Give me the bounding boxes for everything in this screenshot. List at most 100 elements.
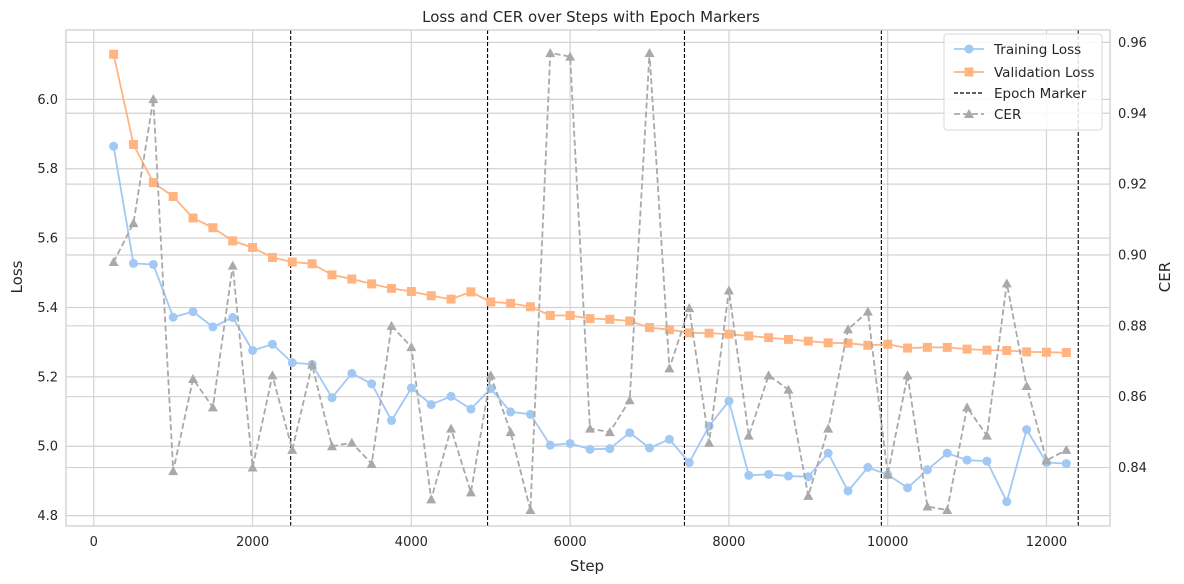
data-point-cer (902, 370, 913, 380)
data-point-training-loss (367, 379, 377, 389)
data-point-validation-loss (982, 345, 992, 355)
data-point-cer (128, 218, 139, 228)
legend: Training Loss Validation Loss Epoch Mark… (943, 33, 1103, 131)
legend-label-cer: CER (994, 107, 1021, 123)
data-point-training-loss (188, 307, 198, 317)
data-point-training-loss (347, 368, 357, 378)
data-point-training-loss (565, 438, 575, 448)
x-tick-label: 10000 (867, 535, 908, 550)
x-axis-label: Step (570, 557, 604, 575)
data-point-validation-loss (406, 287, 416, 297)
data-point-cer (108, 257, 119, 267)
data-point-cer (922, 501, 933, 511)
data-point-validation-loss (128, 139, 138, 149)
data-point-training-loss (863, 462, 873, 472)
data-point-cer (1021, 381, 1032, 391)
data-point-validation-loss (208, 223, 218, 233)
data-point-validation-loss (684, 328, 694, 338)
data-point-training-loss (684, 458, 694, 468)
data-point-cer (485, 370, 496, 380)
data-point-validation-loss (764, 333, 774, 343)
data-point-validation-loss (962, 344, 972, 354)
data-point-training-loss (724, 396, 734, 406)
y-left-tick-label: 6.0 (37, 93, 58, 108)
data-point-validation-loss (605, 314, 615, 324)
y-left-tick-labels: 4.8 5.0 5.2 5.4 5.6 5.8 6.0 (37, 93, 58, 524)
data-point-training-loss (903, 483, 913, 493)
data-point-cer (783, 384, 794, 394)
data-point-training-loss (327, 393, 337, 403)
data-point-training-loss (605, 444, 615, 454)
x-tick-label: 4000 (395, 535, 428, 550)
data-point-training-loss (525, 409, 535, 419)
data-point-validation-loss (744, 331, 754, 341)
data-point-cer (743, 430, 754, 440)
data-point-cer (882, 469, 893, 479)
legend-item-epoch-marker: Epoch Marker (954, 86, 1087, 102)
data-point-cer (188, 373, 199, 383)
data-point-cer (664, 363, 675, 373)
data-point-cer (465, 487, 476, 497)
x-tick-label: 12000 (1026, 535, 1067, 550)
data-point-validation-loss (1022, 347, 1032, 357)
data-point-validation-loss (307, 259, 317, 269)
data-point-validation-loss (1002, 345, 1012, 355)
data-point-validation-loss (704, 328, 714, 338)
data-point-validation-loss (783, 334, 793, 344)
data-point-training-loss (803, 472, 813, 482)
data-point-validation-loss (347, 274, 357, 284)
data-point-training-loss (446, 391, 456, 401)
data-point-cer (148, 94, 159, 104)
data-point-training-loss (664, 434, 674, 444)
data-point-training-loss (466, 404, 476, 414)
data-point-cer (704, 437, 715, 447)
data-point-validation-loss (922, 342, 932, 352)
series-training-loss (109, 141, 1071, 507)
legend-item-training-loss: Training Loss (954, 42, 1081, 58)
data-point-cer (545, 48, 556, 58)
data-point-validation-loss (1041, 347, 1051, 357)
chart-title: Loss and CER over Steps with Epoch Marke… (422, 8, 760, 26)
data-point-validation-loss (168, 191, 178, 201)
y-left-tick-label: 5.0 (37, 440, 58, 455)
data-point-validation-loss (664, 325, 674, 335)
data-point-validation-loss (109, 49, 119, 59)
data-point-validation-loss (883, 339, 893, 349)
data-point-training-loss (764, 469, 774, 479)
data-point-cer (644, 48, 655, 58)
data-point-cer (227, 260, 238, 270)
y-left-axis-label: Loss (8, 260, 26, 293)
data-point-validation-loss (545, 310, 555, 320)
data-point-validation-loss (863, 340, 873, 350)
data-point-cer (823, 423, 834, 433)
y-right-tick-label: 0.96 (1118, 36, 1147, 51)
data-point-cer (981, 430, 992, 440)
y-left-tick-label: 5.6 (37, 232, 58, 247)
data-point-training-loss (922, 465, 932, 475)
legend-label-training-loss: Training Loss (993, 42, 1081, 58)
data-point-validation-loss (724, 329, 734, 339)
data-point-training-loss (942, 448, 952, 458)
data-point-validation-loss (486, 297, 496, 307)
x-tick-label: 2000 (236, 535, 269, 550)
data-point-validation-loss (287, 257, 297, 267)
data-point-training-loss (1061, 459, 1071, 469)
data-point-training-loss (982, 456, 992, 466)
data-point-cer (326, 441, 337, 451)
data-point-validation-loss (327, 270, 337, 280)
data-point-cer (267, 370, 278, 380)
data-point-training-loss (1022, 425, 1032, 435)
data-point-cer (803, 490, 814, 500)
data-point-training-loss (287, 358, 297, 368)
data-point-validation-loss (585, 314, 595, 324)
y-right-axis-label: CER (1156, 262, 1174, 292)
data-point-validation-loss (823, 338, 833, 348)
data-point-validation-loss (942, 342, 952, 352)
series-cer (108, 48, 1072, 515)
data-point-cer (584, 423, 595, 433)
y-right-tick-label: 0.92 (1118, 178, 1147, 193)
y-right-tick-label: 0.90 (1118, 248, 1147, 263)
data-point-validation-loss (446, 294, 456, 304)
data-point-cer (446, 423, 457, 433)
